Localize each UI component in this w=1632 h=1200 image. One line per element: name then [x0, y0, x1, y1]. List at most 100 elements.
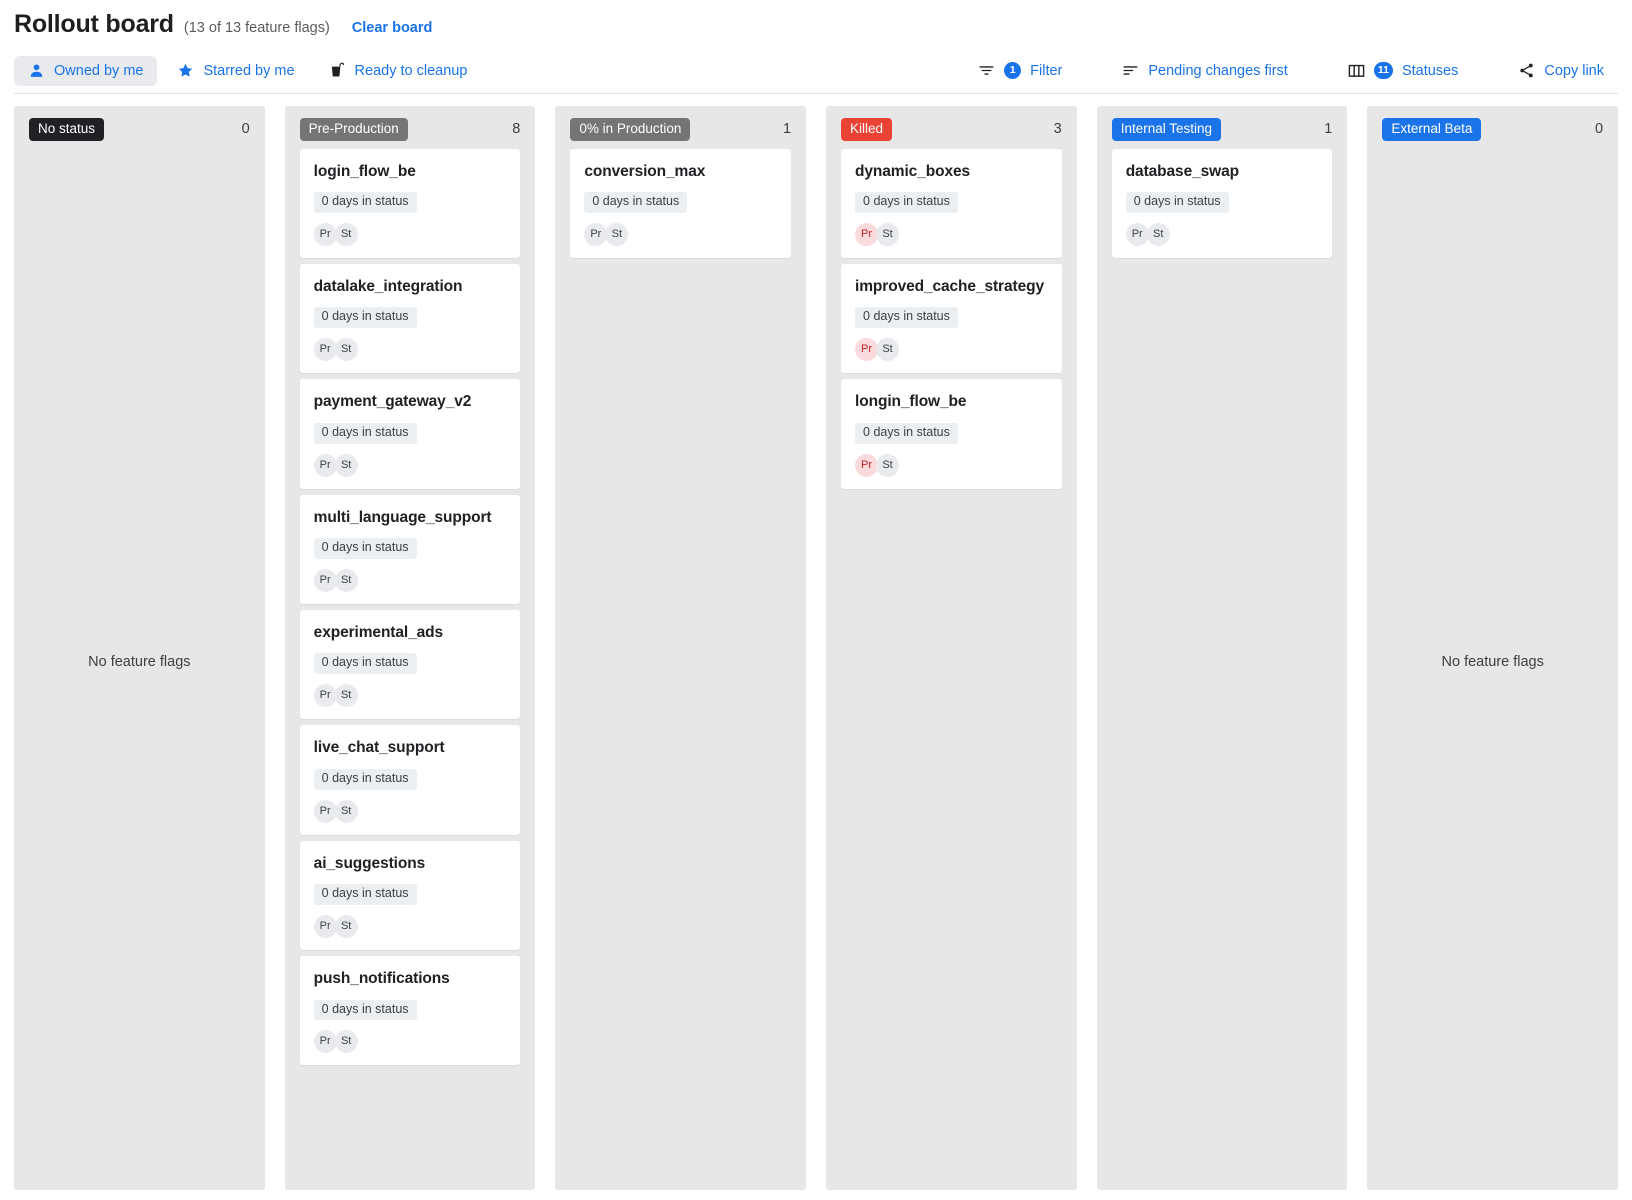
card-mini-badge[interactable]: Pr — [313, 799, 337, 823]
column-body: database_swap 0 days in status Pr St — [1097, 148, 1348, 1190]
statuses-button[interactable]: 11 Statuses — [1334, 56, 1473, 86]
column-body: No feature flags — [14, 149, 265, 1190]
feature-flag-card[interactable]: datalake_integration 0 days in status Pr St — [299, 263, 521, 374]
status-chip[interactable]: No status — [29, 118, 105, 141]
card-badge-group: Pr St — [313, 799, 507, 823]
board-column: External Beta 0 No feature flags — [1367, 106, 1619, 1190]
days-in-status-pill: 0 days in status — [313, 999, 417, 1021]
days-in-status-pill: 0 days in status — [584, 192, 688, 213]
status-chip[interactable]: Internal Testing — [1111, 118, 1221, 141]
feature-flag-name: conversion_max — [584, 162, 706, 180]
card-mini-badge[interactable]: St — [1146, 222, 1170, 246]
card-mini-badge[interactable]: Pr — [313, 684, 337, 708]
statuses-count-badge: 11 — [1373, 62, 1393, 79]
card-mini-badge[interactable]: St — [876, 453, 900, 477]
card-mini-badge[interactable]: Pr — [855, 338, 879, 362]
feature-flag-card[interactable]: login_flow_be 0 days in status Pr St — [299, 148, 521, 258]
feature-flag-name: payment_gateway_v2 — [313, 393, 472, 411]
feature-flag-name: longin_flow_be — [855, 393, 967, 411]
card-mini-badge[interactable]: Pr — [313, 568, 337, 592]
feature-flag-name: live_chat_support — [313, 739, 445, 757]
star-icon — [177, 62, 194, 79]
feature-flag-card[interactable]: longin_flow_be 0 days in status Pr St — [841, 379, 1062, 489]
status-chip[interactable]: Killed — [841, 118, 893, 141]
feature-flag-name: dynamic_boxes — [855, 162, 971, 180]
card-mini-badge[interactable]: Pr — [855, 453, 879, 477]
feature-flag-card[interactable]: conversion_max 0 days in status Pr St — [570, 148, 792, 258]
clear-board-link[interactable]: Clear board — [351, 20, 433, 36]
column-body: No feature flags — [1367, 149, 1618, 1190]
card-mini-badge[interactable]: Pr — [855, 222, 879, 246]
board-column: Killed 3 dynamic_boxes 0 days in status Pr St… — [826, 106, 1077, 1190]
feature-flag-card[interactable]: database_swap 0 days in status Pr St — [1111, 148, 1333, 258]
card-badge-group: Pr St — [313, 338, 507, 362]
filter-count-badge: 1 — [1004, 62, 1022, 79]
status-chip[interactable]: 0% in Production — [570, 118, 691, 141]
feature-flag-card[interactable]: live_chat_support 0 days in status Pr St — [299, 725, 521, 835]
card-badge-group: Pr St — [584, 222, 777, 246]
card-mini-badge[interactable]: St — [334, 453, 358, 477]
pending-changes-first-button[interactable]: Pending changes first — [1108, 56, 1301, 86]
card-mini-badge[interactable]: St — [876, 338, 900, 362]
card-badge-group: Pr St — [313, 1030, 507, 1054]
filter-starred-by-me-button[interactable]: Starred by me — [163, 56, 308, 86]
filter-button-label: Filter — [1030, 62, 1063, 79]
card-mini-badge[interactable]: St — [334, 568, 358, 592]
feature-flag-card[interactable]: dynamic_boxes 0 days in status Pr St — [841, 148, 1062, 258]
column-header: Internal Testing 1 — [1097, 106, 1348, 149]
card-mini-badge[interactable]: St — [605, 222, 629, 246]
copy-link-button[interactable]: Copy link — [1504, 56, 1618, 86]
filter-owned-by-me-button[interactable]: Owned by me — [14, 55, 158, 86]
feature-flag-card[interactable]: improved_cache_strategy 0 days in status P… — [841, 263, 1062, 374]
days-in-status-pill: 0 days in status — [313, 653, 417, 675]
days-in-status-pill: 0 days in status — [313, 884, 417, 905]
title-row: Rollout board (13 of 13 feature flags) C… — [14, 10, 1618, 50]
card-mini-badge[interactable]: St — [334, 338, 358, 362]
person-icon — [28, 62, 45, 79]
toolbar-right-group: 1 Filter Pending changes first 11 Status… — [964, 56, 1618, 86]
column-header: Killed 3 — [826, 106, 1077, 149]
card-mini-badge[interactable]: St — [334, 799, 358, 823]
toolbar: Owned by me Starred by me Ready to clean… — [14, 50, 1618, 94]
status-chip[interactable]: External Beta — [1382, 118, 1482, 141]
status-chip[interactable]: Pre-Production — [299, 118, 408, 141]
card-mini-badge[interactable]: Pr — [1125, 222, 1149, 246]
filter-owned-by-me-label: Owned by me — [54, 62, 144, 79]
statuses-button-label: Statuses — [1401, 62, 1459, 79]
card-mini-badge[interactable]: Pr — [313, 338, 337, 362]
feature-flag-card[interactable]: ai_suggestions 0 days in status Pr St — [299, 840, 521, 950]
column-header: External Beta 0 — [1367, 106, 1618, 149]
feature-flag-name: ai_suggestions — [313, 854, 426, 872]
card-mini-badge[interactable]: St — [334, 1030, 358, 1054]
sort-icon — [1122, 62, 1139, 79]
card-mini-badge[interactable]: St — [334, 222, 358, 246]
days-in-status-pill: 0 days in status — [313, 307, 417, 329]
feature-flag-card[interactable]: multi_language_support 0 days in status Pr… — [299, 494, 521, 604]
days-in-status-pill: 0 days in status — [1125, 192, 1229, 213]
board-column: 0% in Production 1 conversion_max 0 days in… — [555, 106, 807, 1190]
card-mini-badge[interactable]: Pr — [313, 914, 337, 938]
empty-column-message: No feature flags — [1441, 654, 1544, 671]
feature-flag-card[interactable]: push_notifications 0 days in status Pr St — [299, 955, 521, 1066]
filter-starred-by-me-label: Starred by me — [203, 62, 295, 79]
card-mini-badge[interactable]: Pr — [313, 453, 337, 477]
feature-flag-card[interactable]: payment_gateway_v2 0 days in status Pr St — [299, 379, 521, 489]
rollout-board: No status 0 No feature flags Pre-Production… — [0, 94, 1632, 1190]
card-mini-badge[interactable]: St — [876, 222, 900, 246]
card-badge-group: Pr St — [313, 453, 507, 477]
card-mini-badge[interactable]: Pr — [313, 1030, 337, 1054]
card-mini-badge[interactable]: Pr — [313, 222, 337, 246]
filter-icon — [978, 62, 995, 79]
card-mini-badge[interactable]: St — [334, 914, 358, 938]
empty-column-message: No feature flags — [88, 654, 191, 671]
column-count: 0 — [241, 121, 250, 138]
column-count: 1 — [782, 121, 792, 138]
card-mini-badge[interactable]: St — [334, 684, 358, 708]
copy-link-label: Copy link — [1544, 62, 1604, 79]
column-body: conversion_max 0 days in status Pr St — [555, 148, 806, 1190]
column-header: No status 0 — [14, 106, 265, 149]
filter-ready-to-cleanup-button[interactable]: Ready to cleanup — [315, 56, 482, 86]
card-mini-badge[interactable]: Pr — [584, 222, 608, 246]
feature-flag-card[interactable]: experimental_ads 0 days in status Pr St — [299, 609, 521, 720]
filter-button[interactable]: 1 Filter — [964, 56, 1076, 86]
